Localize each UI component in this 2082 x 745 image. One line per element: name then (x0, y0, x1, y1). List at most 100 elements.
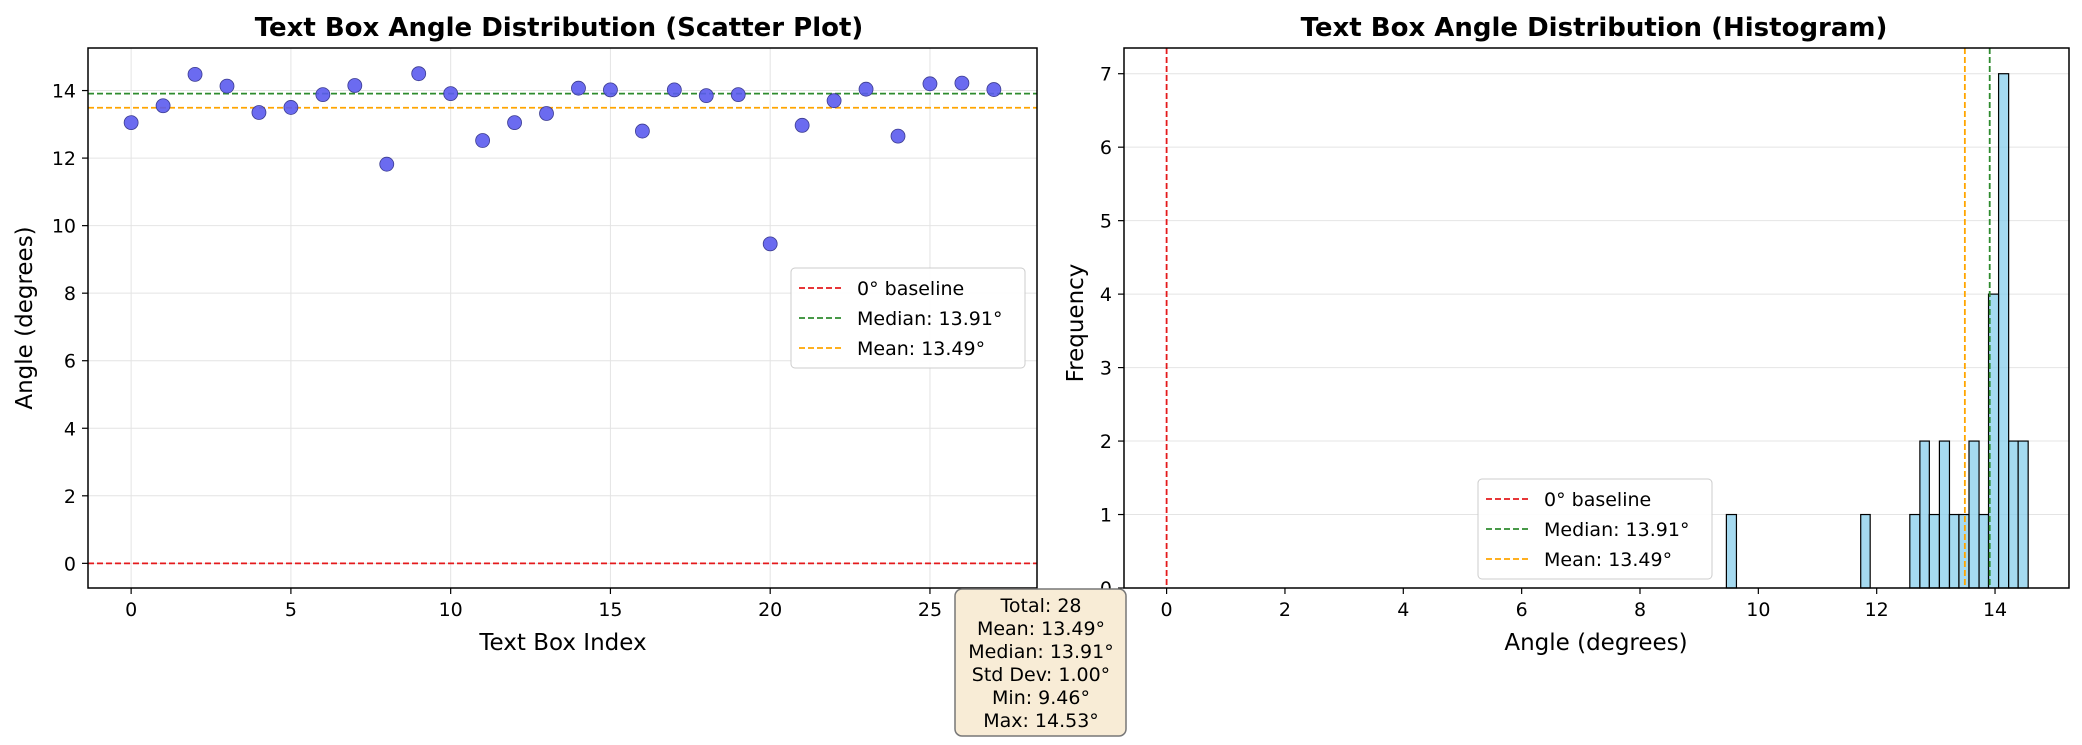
histogram-bar (2017, 440, 2029, 589)
scatter-point (475, 133, 491, 148)
stats-median: Median: 13.91° (968, 641, 1113, 663)
histogram-bar (1909, 513, 1921, 589)
stats-min: Min: 9.46° (992, 687, 1090, 709)
histogram-x-tick-label: 14 (1983, 599, 2007, 621)
scatter-legend-box (790, 267, 1026, 369)
histogram-x-tick-label: 10 (1746, 599, 1770, 621)
histogram-legend-median-label: Median: 13.91° (1544, 519, 1689, 541)
scatter-x-tick-label: 25 (918, 599, 942, 621)
histogram-bar (1968, 440, 1980, 589)
scatter-point (443, 86, 459, 101)
histogram-x-tick-label: 12 (1865, 599, 1889, 621)
scatter-y-tick-label: 10 (52, 216, 76, 238)
histogram-bar (1997, 73, 2010, 589)
histogram-legend-box (1477, 478, 1713, 580)
scatter-point (379, 156, 395, 172)
scatter-y-tick-label: 14 (52, 81, 76, 103)
histogram-y-tick-label: 2 (1100, 431, 1112, 453)
scatter-point (890, 128, 906, 144)
scatter-point (123, 115, 139, 131)
histogram-x-tick-label: 0 (1161, 599, 1173, 621)
scatter-point (730, 87, 746, 103)
scatter-point (986, 82, 1002, 97)
scatter-y-tick-label: 6 (64, 351, 76, 373)
histogram-legend: 0° baseline Median: 13.91° Mean: 13.49° (1477, 478, 1713, 580)
histogram-x-ticks: 0 2 4 6 8 10 12 14 (1161, 588, 2007, 621)
histogram-bar (2008, 440, 2019, 589)
histogram-bars (1725, 73, 2029, 589)
scatter-y-ticks: 0 2 4 6 8 10 12 14 (52, 81, 88, 575)
scatter-legend: 0° baseline Median: 13.91° Mean: 13.49° (790, 267, 1026, 369)
stats-box-background (954, 588, 1127, 737)
scatter-point (251, 105, 267, 120)
scatter-y-tick-label: 2 (64, 486, 76, 508)
scatter-point (858, 81, 874, 97)
scatter-x-tick-label: 10 (439, 599, 463, 621)
histogram-y-tick-label: 3 (1100, 358, 1112, 380)
histogram-bar (1919, 440, 1930, 589)
histogram-x-tick-label: 2 (1279, 599, 1291, 621)
scatter-point (826, 93, 842, 109)
histogram-y-tick-label: 4 (1100, 284, 1112, 306)
scatter-point (283, 100, 299, 115)
scatter-point (954, 75, 970, 91)
scatter-x-axis-label: Text Box Index (478, 630, 646, 656)
scatter-title: Text Box Angle Distribution (Scatter Plo… (255, 13, 864, 43)
histogram-y-tick-label: 7 (1100, 64, 1112, 86)
histogram-x-tick-label: 8 (1634, 599, 1646, 621)
scatter-grid (88, 48, 1037, 588)
scatter-point (187, 66, 203, 82)
scatter-axes-frame (87, 47, 1038, 589)
scatter-x-tick-label: 5 (285, 599, 297, 621)
stats-mean: Mean: 13.49° (977, 618, 1105, 640)
scatter-point (315, 87, 331, 103)
histogram-legend-baseline-label: 0° baseline (1544, 489, 1651, 511)
scatter-y-tick-label: 4 (64, 418, 76, 440)
scatter-point (507, 115, 522, 131)
scatter-legend-mean-label: Mean: 13.49° (857, 338, 985, 360)
histogram-x-axis-label: Angle (degrees) (1504, 630, 1687, 656)
scatter-point (539, 106, 554, 121)
scatter-y-tick-label: 0 (64, 553, 76, 575)
scatter-point (922, 76, 938, 92)
scatter-panel: Text Box Angle Distribution (Scatter Plo… (12, 13, 1038, 656)
scatter-point (794, 117, 810, 133)
scatter-point (666, 82, 682, 98)
histogram-bar (1725, 513, 1738, 589)
histogram-panel: Text Box Angle Distribution (Histogram) … (1063, 13, 2070, 656)
scatter-point (634, 123, 650, 139)
histogram-y-tick-label: 1 (1100, 505, 1112, 527)
scatter-y-tick-label: 8 (64, 283, 76, 305)
histogram-bar (1928, 513, 1941, 589)
scatter-x-tick-label: 15 (598, 599, 622, 621)
scatter-x-tick-label: 20 (758, 599, 782, 621)
histogram-y-axis-label: Frequency (1063, 264, 1089, 383)
histogram-axes-frame (1123, 47, 2070, 589)
scatter-point (219, 78, 235, 94)
histogram-bar (1948, 513, 1960, 589)
stats-max: Max: 14.53° (983, 710, 1099, 732)
histogram-reference-lines (1165, 48, 1991, 588)
histogram-x-tick-label: 4 (1397, 599, 1409, 621)
histogram-bar (1860, 513, 1871, 589)
scatter-y-axis-label: Angle (degrees) (12, 226, 38, 409)
scatter-point (347, 78, 363, 93)
stats-box: Total: 28 Mean: 13.49° Median: 13.91° St… (954, 588, 1127, 737)
scatter-legend-baseline-label: 0° baseline (857, 278, 964, 300)
histogram-title: Text Box Angle Distribution (Histogram) (1301, 13, 1888, 43)
scatter-point (762, 236, 778, 252)
scatter-point (155, 98, 171, 114)
scatter-reference-lines (88, 92, 1037, 565)
scatter-point (698, 88, 714, 104)
scatter-legend-median-label: Median: 13.91° (857, 308, 1002, 330)
scatter-points (123, 66, 1002, 252)
scatter-x-ticks: 0 5 10 15 20 25 (125, 588, 942, 621)
histogram-x-tick-label: 6 (1516, 599, 1528, 621)
scatter-y-tick-label: 12 (52, 148, 76, 170)
histogram-y-tick-label: 5 (1100, 211, 1112, 233)
histogram-y-tick-label: 6 (1100, 137, 1112, 159)
scatter-x-tick-label: 0 (125, 599, 137, 621)
scatter-point (411, 66, 427, 82)
histogram-bar (1938, 440, 1951, 589)
